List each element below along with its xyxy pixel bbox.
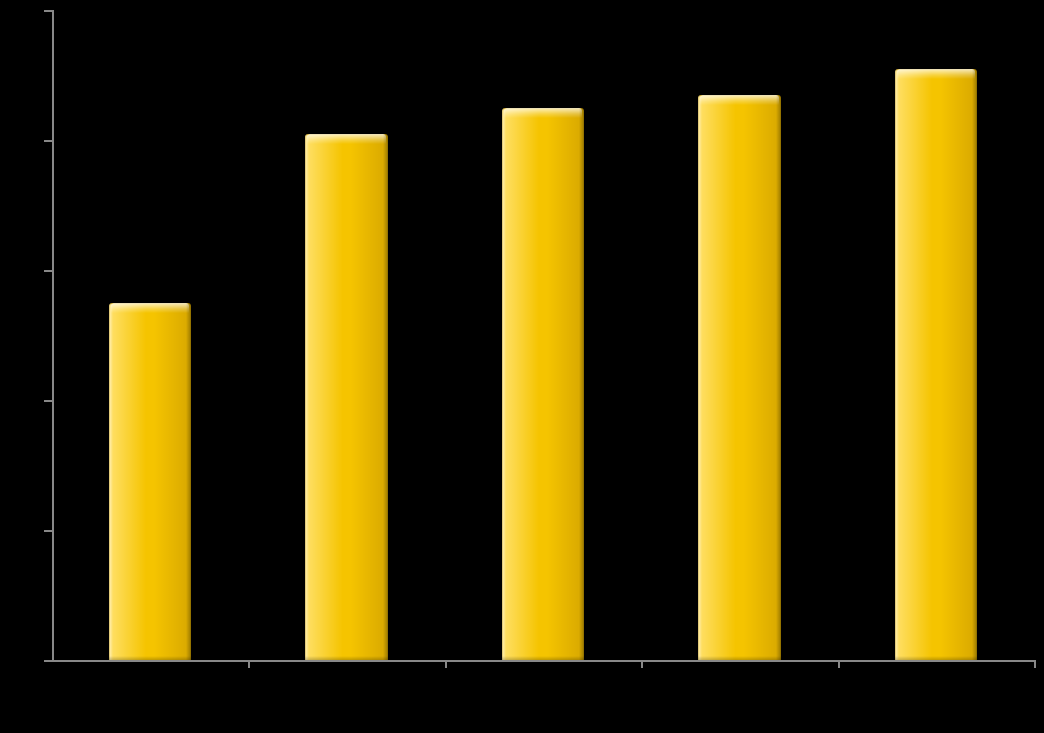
y-tick [44,140,52,142]
bar [895,69,977,661]
bar-chart [0,0,1044,733]
x-tick [641,660,643,668]
x-tick [445,660,447,668]
bar [502,108,584,661]
bar [109,303,191,661]
x-tick [1034,660,1036,668]
y-tick [44,10,52,12]
y-tick [44,400,52,402]
y-tick [44,530,52,532]
y-axis [52,10,54,660]
x-axis [52,660,1034,662]
bar [305,134,387,661]
x-tick [838,660,840,668]
y-tick [44,270,52,272]
y-tick [44,660,52,662]
bar [698,95,780,661]
x-tick [248,660,250,668]
